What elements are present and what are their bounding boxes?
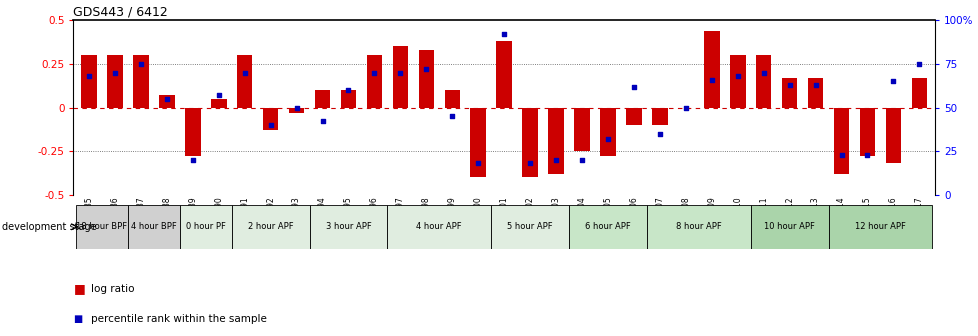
Point: [366, 70, 381, 75]
Point: [262, 122, 278, 128]
Bar: [444, 90, 460, 108]
Bar: [911, 78, 926, 108]
Point: [781, 82, 797, 87]
Point: [185, 157, 200, 163]
Bar: [107, 55, 122, 108]
Point: [81, 73, 97, 79]
Point: [237, 70, 252, 75]
Bar: [128, 205, 180, 249]
Point: [911, 61, 926, 67]
Text: 3 hour APF: 3 hour APF: [326, 222, 371, 231]
Text: percentile rank within the sample: percentile rank within the sample: [91, 314, 267, 324]
Bar: [885, 108, 901, 163]
Point: [807, 82, 822, 87]
Point: [859, 152, 874, 157]
Bar: [210, 99, 226, 108]
Point: [210, 93, 226, 98]
Text: 18 hour BPF: 18 hour BPF: [76, 222, 127, 231]
Bar: [419, 50, 433, 108]
Bar: [158, 95, 174, 108]
Point: [885, 79, 901, 84]
Point: [496, 32, 511, 37]
Point: [574, 157, 590, 163]
Point: [314, 119, 330, 124]
Bar: [81, 55, 97, 108]
Bar: [237, 55, 252, 108]
Point: [626, 84, 642, 89]
Point: [444, 114, 460, 119]
Text: ■: ■: [73, 283, 85, 295]
Bar: [750, 205, 827, 249]
Bar: [522, 108, 537, 177]
Point: [289, 105, 304, 110]
Bar: [289, 108, 304, 113]
Text: 2 hour APF: 2 hour APF: [247, 222, 293, 231]
Text: 4 hour BPF: 4 hour BPF: [131, 222, 177, 231]
Bar: [315, 90, 330, 108]
Bar: [755, 55, 771, 108]
Bar: [568, 205, 646, 249]
Bar: [807, 78, 822, 108]
Point: [678, 105, 693, 110]
Bar: [185, 108, 200, 157]
Point: [833, 152, 849, 157]
Bar: [309, 205, 387, 249]
Bar: [827, 205, 931, 249]
Bar: [232, 205, 309, 249]
Text: 4 hour APF: 4 hour APF: [416, 222, 462, 231]
Bar: [626, 108, 641, 125]
Bar: [651, 108, 667, 125]
Bar: [262, 108, 278, 130]
Bar: [548, 108, 563, 174]
Bar: [646, 205, 750, 249]
Text: 0 hour PF: 0 hour PF: [186, 222, 226, 231]
Point: [548, 157, 563, 163]
Point: [600, 136, 615, 142]
Point: [755, 70, 771, 75]
Bar: [781, 78, 797, 108]
Point: [651, 131, 667, 136]
Bar: [574, 108, 589, 151]
Bar: [833, 108, 849, 174]
Text: 12 hour APF: 12 hour APF: [854, 222, 905, 231]
Point: [730, 73, 745, 79]
Text: 6 hour APF: 6 hour APF: [585, 222, 630, 231]
Point: [133, 61, 149, 67]
Bar: [387, 205, 491, 249]
Bar: [133, 55, 149, 108]
Bar: [76, 205, 128, 249]
Bar: [703, 31, 719, 108]
Text: ■: ■: [73, 314, 82, 324]
Text: log ratio: log ratio: [91, 284, 134, 294]
Text: 5 hour APF: 5 hour APF: [507, 222, 553, 231]
Point: [469, 161, 485, 166]
Text: GDS443 / 6412: GDS443 / 6412: [73, 6, 168, 19]
Text: 10 hour APF: 10 hour APF: [764, 222, 815, 231]
Point: [522, 161, 538, 166]
Point: [158, 96, 174, 101]
Point: [107, 70, 122, 75]
Point: [703, 77, 719, 82]
Bar: [470, 108, 485, 177]
Text: 8 hour APF: 8 hour APF: [675, 222, 721, 231]
Bar: [491, 205, 568, 249]
Point: [418, 67, 433, 72]
Point: [392, 70, 408, 75]
Bar: [600, 108, 615, 157]
Bar: [340, 90, 356, 108]
Bar: [180, 205, 232, 249]
Bar: [730, 55, 745, 108]
Text: development stage: development stage: [2, 222, 97, 232]
Bar: [392, 46, 408, 108]
Bar: [496, 41, 511, 108]
Bar: [367, 55, 381, 108]
Point: [340, 87, 356, 93]
Bar: [859, 108, 874, 157]
